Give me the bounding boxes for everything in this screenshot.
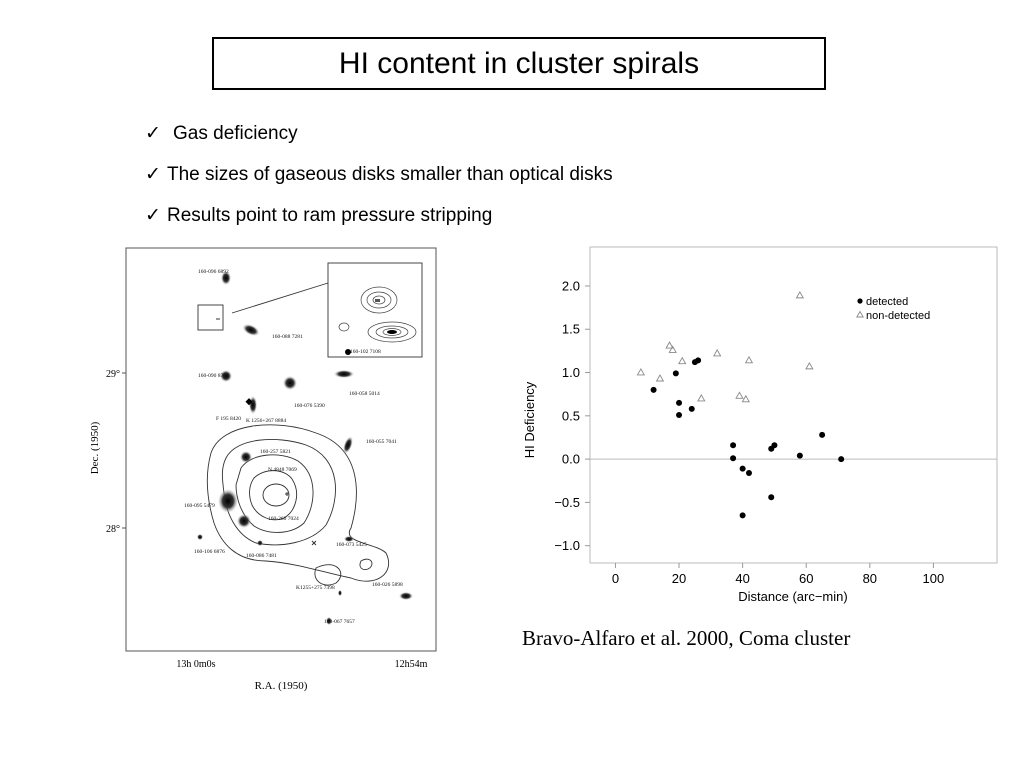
check-icon: ✓	[145, 205, 161, 226]
galaxy-label: 160-076 5390	[294, 403, 325, 409]
non-detected-point	[795, 290, 805, 299]
coma-hi-map: 29° 28° Dec. (1950) 13h 0m0s 12h54m R.A.…	[89, 247, 437, 692]
non-detected-point	[655, 374, 665, 382]
detected-point	[745, 469, 752, 476]
x-tick-label: 20	[672, 571, 686, 586]
x-tick-label: 80	[863, 571, 877, 586]
detected-point	[768, 494, 775, 501]
detected-point	[739, 512, 746, 519]
hi-deficiency-chart: 2.0 1.5 1.0 0.5 0.0 −0.5 −1.0 0 20 40 60 80 100 HI …	[522, 246, 998, 604]
x-tick-label: 0	[612, 571, 619, 586]
dec-tick-29: 29°	[106, 369, 120, 380]
detected-point	[739, 465, 746, 472]
detected-point	[650, 386, 657, 393]
y-tick-label: −0.5	[554, 495, 580, 510]
detected-point	[695, 357, 702, 364]
plot-frame	[589, 246, 998, 564]
galaxy-label: 160-260 7024	[268, 516, 299, 522]
bullet-list: ✓ Gas deficiency ✓ The sizes of gaseous …	[145, 124, 613, 247]
y-axis-label: HI Deficiency	[522, 381, 537, 458]
bullet-item: ✓ The sizes of gaseous disks smaller tha…	[145, 165, 613, 185]
x-tick-label: 40	[735, 571, 749, 586]
galaxy-label: 160-090 8764	[198, 373, 229, 379]
detected-point	[730, 442, 737, 449]
galaxy-label: 160-096 6892	[198, 269, 229, 275]
bullet-item: ✓ Results point to ram pressure strippin…	[145, 206, 613, 226]
galaxy-label: 160-095 5479	[184, 503, 215, 509]
selection-box	[197, 304, 224, 331]
cross-markers	[285, 492, 317, 546]
check-icon: ✓	[145, 123, 161, 144]
dec-axis-label: Dec. (1950)	[89, 421, 101, 474]
detected-point	[676, 411, 683, 418]
non-detected-point	[741, 394, 750, 403]
galaxy-labels: 160-096 6892 160-088 7281 160-090 8764 1…	[184, 269, 403, 625]
y-tick-label: −1.0	[554, 538, 580, 553]
x-tick-label: 100	[923, 571, 945, 586]
ra-tick-left: 13h 0m0s	[176, 659, 215, 670]
galaxy-label: F 195 8420	[216, 416, 241, 422]
inset-panel	[327, 262, 423, 358]
slide-title: HI content in cluster spirals	[212, 37, 826, 90]
dec-tick-28: 28°	[106, 524, 120, 535]
non-detected-point	[744, 355, 754, 364]
legend-nondetected-label: non-detected	[866, 310, 930, 322]
bullet-text: Results point to ram pressure stripping	[167, 205, 493, 226]
non-detected-point	[636, 368, 646, 376]
non-detected-point	[713, 348, 722, 357]
detected-point	[838, 456, 845, 463]
ra-axis-label: R.A. (1950)	[255, 680, 308, 692]
detected-point	[796, 452, 803, 459]
non-detected-point	[668, 345, 677, 353]
galaxy-label: 160-102 7108	[350, 349, 381, 355]
x-axis-label: Distance (arc−min)	[738, 589, 847, 604]
galaxy-label: 160-257 5821	[260, 449, 291, 455]
galaxy-label: K 1256+267 8884	[246, 418, 286, 424]
legend-detected-marker	[857, 298, 863, 304]
y-tick-label: 0.5	[562, 408, 580, 423]
galaxy-label: 160-086 7481	[246, 553, 277, 559]
x-tick-label: 60	[799, 571, 813, 586]
galaxy-label: K1255+275 7398	[296, 585, 335, 591]
galaxy-label: 160-026 5898	[372, 582, 403, 588]
detected-point	[676, 399, 683, 406]
check-icon: ✓	[145, 164, 161, 185]
galaxy-label: 160-073 5425	[336, 542, 367, 548]
bullet-text: The sizes of gaseous disks smaller than …	[167, 164, 613, 185]
galaxy-label: 160-055 7041	[366, 439, 397, 445]
non-detected-point	[678, 356, 687, 365]
figure-citation: Bravo-Alfaro et al. 2000, Coma cluster	[522, 626, 851, 650]
legend-nondetected-marker	[856, 310, 864, 318]
detected-point	[771, 442, 778, 449]
legend-detected-label: detected	[866, 296, 908, 308]
bullet-text: Gas deficiency	[173, 123, 298, 144]
non-detected-point	[735, 391, 744, 399]
galaxy-label: 160-088 7281	[272, 334, 303, 340]
y-tick-label: 1.5	[562, 322, 580, 337]
y-tick-label: 0.0	[562, 452, 580, 467]
galaxy-label: N 4848 7069	[268, 467, 297, 473]
detected-point	[819, 431, 826, 438]
galaxy-label: 160-058 5014	[349, 391, 380, 397]
ra-tick-right: 12h54m	[395, 659, 428, 670]
detected-point	[730, 455, 737, 462]
non-detected-point	[805, 361, 814, 370]
hi-contours	[206, 424, 389, 586]
non-detected-point	[697, 393, 706, 402]
detected-point	[688, 405, 695, 412]
y-tick-label: 2.0	[562, 278, 580, 293]
legend: detected non-detected	[856, 296, 930, 322]
y-tick-label: 1.0	[562, 365, 580, 380]
detected-point	[672, 370, 679, 377]
bullet-item: ✓ Gas deficiency	[145, 124, 613, 144]
galaxy-blobs	[197, 271, 413, 625]
galaxy-label: 160-106 6876	[194, 549, 225, 555]
non-detected-point	[665, 341, 674, 349]
galaxy-label: 160-067 7657	[324, 619, 355, 625]
